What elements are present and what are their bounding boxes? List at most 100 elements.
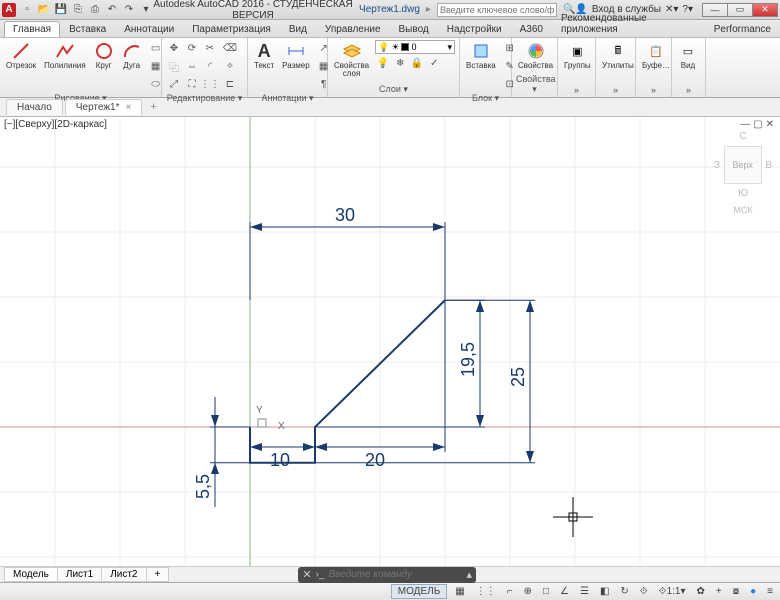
- tab-insert[interactable]: Вставка: [60, 21, 115, 37]
- viewcube-north[interactable]: С: [714, 131, 772, 142]
- cmd-close-icon[interactable]: ✕: [302, 568, 311, 581]
- tab-home[interactable]: Главная: [4, 21, 60, 37]
- dimension-button[interactable]: Размер: [280, 40, 312, 71]
- tab-parametric[interactable]: Параметризация: [183, 21, 280, 37]
- cmd-up-icon[interactable]: ▴: [466, 568, 472, 581]
- panel-annot-label[interactable]: Аннотации ▾: [252, 92, 323, 104]
- offset-icon[interactable]: ⊏: [222, 76, 238, 92]
- minimize-button[interactable]: —: [702, 3, 728, 17]
- clip-button[interactable]: 📋Буфе…: [640, 40, 672, 71]
- vp-min-icon[interactable]: —: [740, 119, 750, 130]
- fillet-icon[interactable]: ◜: [202, 58, 218, 74]
- arc-button[interactable]: Дуга: [120, 40, 144, 71]
- undo-icon[interactable]: ↶: [105, 3, 119, 17]
- sb-polar-icon[interactable]: ⊕: [521, 585, 535, 598]
- viewcube-east[interactable]: В: [765, 160, 772, 171]
- polyline-button[interactable]: Полилиния: [42, 40, 88, 71]
- props-button[interactable]: Свойства: [516, 40, 555, 71]
- array-icon[interactable]: ⋮⋮: [202, 76, 218, 92]
- panel-props-label[interactable]: Свойства ▾: [516, 73, 553, 95]
- panel-groups-label[interactable]: »: [562, 84, 591, 95]
- viewcube[interactable]: С З Верх В Ю МСК: [714, 131, 772, 215]
- sb-model[interactable]: МОДЕЛЬ: [391, 584, 447, 599]
- sb-lwt-icon[interactable]: ☰: [577, 585, 592, 598]
- save-icon[interactable]: 💾: [54, 3, 68, 17]
- layer-freeze-icon[interactable]: ❄: [392, 55, 408, 71]
- copy-icon[interactable]: ⿻: [166, 58, 182, 74]
- vp-close-icon[interactable]: ✕: [766, 119, 774, 130]
- open-icon[interactable]: 📂: [37, 3, 51, 17]
- view-button[interactable]: ▭Вид: [676, 40, 700, 71]
- wcs-label[interactable]: МСК: [714, 205, 772, 215]
- command-line[interactable]: ✕ ›_ ▴: [298, 567, 476, 583]
- qat-more-icon[interactable]: ▾: [139, 3, 153, 17]
- panel-block-label[interactable]: Блок ▾: [464, 92, 507, 104]
- app-icon[interactable]: A: [2, 3, 16, 17]
- saveas-icon[interactable]: ⎘: [71, 3, 85, 17]
- redo-icon[interactable]: ↷: [122, 3, 136, 17]
- plot-icon[interactable]: ⎙: [88, 3, 102, 17]
- sb-ortho-icon[interactable]: ⌐: [504, 585, 516, 598]
- title-chevron-icon[interactable]: ▸: [426, 4, 431, 15]
- sb-custom-icon[interactable]: ≡: [764, 585, 776, 598]
- panel-view-label[interactable]: »: [676, 84, 701, 95]
- sb-iso-icon[interactable]: ⧇: [730, 585, 742, 598]
- explode-icon[interactable]: ✧: [222, 58, 238, 74]
- sb-scale[interactable]: ⟐ 1:1 ▾: [656, 585, 689, 598]
- text-button[interactable]: AТекст: [252, 40, 276, 71]
- tab-addins[interactable]: Надстройки: [438, 21, 511, 37]
- stretch-icon[interactable]: ⤢: [166, 76, 182, 92]
- layout-add[interactable]: +: [146, 567, 170, 582]
- close-button[interactable]: ✕: [752, 3, 778, 17]
- viewcube-west[interactable]: З: [714, 160, 720, 171]
- layout-sheet1[interactable]: Лист1: [57, 567, 102, 582]
- mirror-icon[interactable]: ⇔: [184, 58, 200, 74]
- sb-otrack-icon[interactable]: ∠: [557, 585, 572, 598]
- doc-tab-start[interactable]: Начало: [6, 99, 63, 115]
- panel-clip-label[interactable]: »: [640, 84, 667, 95]
- tab-featured[interactable]: Рекомендованные приложения: [552, 10, 705, 37]
- maximize-button[interactable]: ▭: [727, 3, 753, 17]
- viewcube-south[interactable]: Ю: [714, 188, 772, 199]
- rotate-icon[interactable]: ⟳: [184, 40, 200, 56]
- sb-clean-icon[interactable]: ●: [747, 585, 759, 598]
- sb-trans-icon[interactable]: ◧: [597, 585, 612, 598]
- sb-osnap-icon[interactable]: □: [540, 585, 552, 598]
- drawing-canvas[interactable]: [−][Сверху][2D-каркас] —▢ ✕ С З Верх В Ю …: [0, 117, 780, 566]
- sb-plus-icon[interactable]: +: [713, 585, 725, 598]
- help-search-input[interactable]: [437, 3, 557, 17]
- layer-lock-icon[interactable]: 🔒: [409, 55, 425, 71]
- tab-manage[interactable]: Управление: [316, 21, 390, 37]
- layer-props-button[interactable]: Свойства слоя: [332, 40, 371, 79]
- circle-button[interactable]: Круг: [92, 40, 116, 71]
- tab-performance[interactable]: Performance: [705, 21, 780, 37]
- line-button[interactable]: Отрезок: [4, 40, 38, 71]
- command-input[interactable]: [328, 569, 462, 580]
- sb-gear-icon[interactable]: ✿: [694, 585, 708, 598]
- layer-dropdown[interactable]: 💡☀0▾: [375, 40, 455, 54]
- layout-sheet2[interactable]: Лист2: [101, 567, 146, 582]
- groups-button[interactable]: ▣Группы: [562, 40, 593, 71]
- sb-annoscale-icon[interactable]: ⟐: [637, 585, 651, 598]
- sb-snap-icon[interactable]: ⋮⋮: [473, 585, 499, 598]
- doc-tab-active[interactable]: Чертеж1*×: [65, 99, 142, 115]
- layer-match-icon[interactable]: ✓: [426, 55, 442, 71]
- util-button[interactable]: 🖩Утилиты: [600, 40, 636, 71]
- tab-view[interactable]: Вид: [280, 21, 316, 37]
- tab-output[interactable]: Вывод: [390, 21, 438, 37]
- move-icon[interactable]: ✥: [166, 40, 182, 56]
- tab-annotate[interactable]: Аннотации: [115, 21, 183, 37]
- layout-model[interactable]: Модель: [4, 567, 58, 582]
- erase-icon[interactable]: ⌫: [222, 40, 238, 56]
- panel-edit-label[interactable]: Редактирование ▾: [166, 92, 243, 104]
- tab-a360[interactable]: A360: [511, 21, 552, 37]
- layer-off-icon[interactable]: 💡: [375, 55, 391, 71]
- viewport-label[interactable]: [−][Сверху][2D-каркас]: [4, 119, 107, 130]
- sb-grid-icon[interactable]: ▦: [452, 585, 467, 598]
- trim-icon[interactable]: ✂: [202, 40, 218, 56]
- vp-max-icon[interactable]: ▢: [753, 119, 762, 130]
- viewcube-face[interactable]: Верх: [724, 146, 762, 184]
- scale-icon[interactable]: ⛶: [184, 76, 200, 92]
- panel-util-label[interactable]: »: [600, 84, 631, 95]
- new-icon[interactable]: ▫: [20, 3, 34, 17]
